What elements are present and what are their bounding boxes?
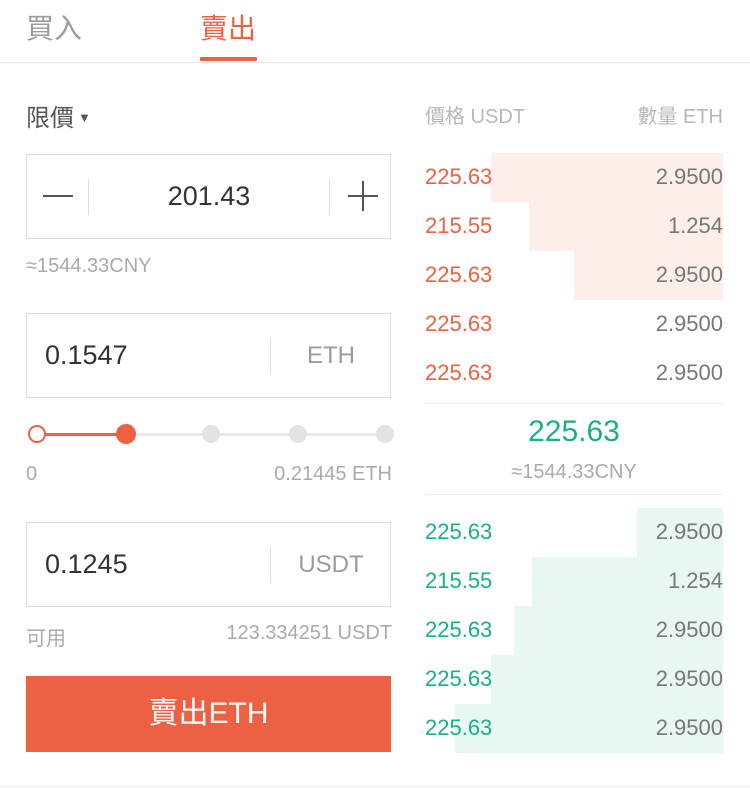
divider [270, 338, 271, 374]
slider-stop-50[interactable] [202, 425, 220, 443]
ask-price: 225.63 [425, 262, 493, 287]
available-label: 可用 [26, 628, 66, 650]
tab-buy[interactable]: 買入 [26, 13, 83, 44]
depth-bar [490, 153, 723, 202]
divider [425, 403, 723, 404]
ask-qty: 2.9500 [655, 164, 723, 189]
slider-track-filled [36, 433, 126, 436]
ask-price: 215.55 [425, 213, 493, 238]
bid-row[interactable]: 215.55 1.254 [425, 557, 723, 606]
bid-qty: 2.9500 [655, 666, 723, 691]
bid-price: 225.63 [425, 617, 493, 642]
depth-bar [529, 202, 723, 251]
divider [329, 179, 330, 215]
tab-sell[interactable]: 賣出 [200, 13, 257, 44]
ask-qty: 2.9500 [655, 311, 723, 336]
price-field [26, 154, 391, 239]
slider-track [126, 433, 388, 436]
ask-row[interactable]: 225.63 2.9500 [425, 349, 723, 398]
caret-down-icon: ▼ [78, 110, 91, 125]
price-input[interactable] [89, 155, 329, 238]
price-decrement-button[interactable] [27, 155, 87, 238]
amount-input[interactable] [45, 314, 265, 397]
minus-icon [43, 195, 73, 197]
last-price-cny: ≈1544.33CNY [511, 461, 637, 483]
ask-qty: 2.9500 [655, 262, 723, 287]
ask-price: 225.63 [425, 311, 493, 336]
order-type-selector[interactable]: 限價 ▼ [26, 103, 91, 134]
active-tab-indicator [200, 57, 257, 61]
sell-eth-button[interactable]: 賣出ETH [26, 676, 391, 752]
bid-qty: 2.9500 [655, 519, 723, 544]
slider-max-label: 0.21445 ETH [274, 463, 392, 485]
divider [270, 547, 271, 583]
depth-bar [454, 704, 723, 753]
bid-row[interactable]: 225.63 2.9500 [425, 508, 723, 557]
bid-price: 225.63 [425, 666, 493, 691]
bid-row[interactable]: 225.63 2.9500 [425, 655, 723, 704]
ask-qty: 1.254 [667, 213, 723, 238]
bid-price: 225.63 [425, 715, 493, 740]
slider-min-label: 0 [26, 463, 38, 485]
bid-row[interactable]: 225.63 2.9500 [425, 704, 723, 753]
price-increment-button[interactable] [330, 155, 390, 238]
total-field: USDT [26, 522, 391, 607]
price-cny-approx: ≈1544.33CNY [26, 255, 152, 277]
bid-row[interactable]: 225.63 2.9500 [425, 606, 723, 655]
divider [88, 179, 89, 215]
total-input[interactable] [45, 523, 265, 606]
orderbook-price-header: 價格 USDT [425, 106, 525, 128]
divider [425, 494, 723, 495]
trade-tabs: 買入 賣出 [0, 0, 750, 63]
ask-row[interactable]: 225.63 2.9500 [425, 153, 723, 202]
depth-bar [636, 508, 723, 557]
amount-field: ETH [26, 313, 391, 398]
ask-price: 225.63 [425, 164, 493, 189]
ask-qty: 2.9500 [655, 360, 723, 385]
ask-price: 225.63 [425, 360, 493, 385]
depth-bar [574, 251, 723, 300]
last-price: 225.63 [528, 415, 620, 448]
bid-qty: 2.9500 [655, 617, 723, 642]
bid-price: 215.55 [425, 568, 493, 593]
available-balance: 123.334251 USDT [226, 622, 392, 644]
depth-bar [490, 655, 723, 704]
slider-handle[interactable] [116, 424, 136, 444]
amount-slider[interactable] [26, 420, 396, 450]
divider [0, 786, 750, 787]
total-unit: USDT [298, 551, 364, 578]
depth-bar [514, 606, 723, 655]
slider-stop-75[interactable] [289, 425, 307, 443]
order-type-label: 限價 [26, 105, 74, 132]
ask-row[interactable]: 225.63 2.9500 [425, 300, 723, 349]
slider-stop-0[interactable] [28, 425, 46, 443]
amount-unit: ETH [307, 342, 355, 369]
orderbook-qty-header: 數量 ETH [637, 106, 723, 128]
ask-row[interactable]: 215.55 1.254 [425, 202, 723, 251]
depth-bar [532, 557, 723, 606]
bid-qty: 1.254 [667, 568, 723, 593]
bid-price: 225.63 [425, 519, 493, 544]
ask-row[interactable]: 225.63 2.9500 [425, 251, 723, 300]
slider-stop-100[interactable] [376, 425, 394, 443]
bid-qty: 2.9500 [655, 715, 723, 740]
